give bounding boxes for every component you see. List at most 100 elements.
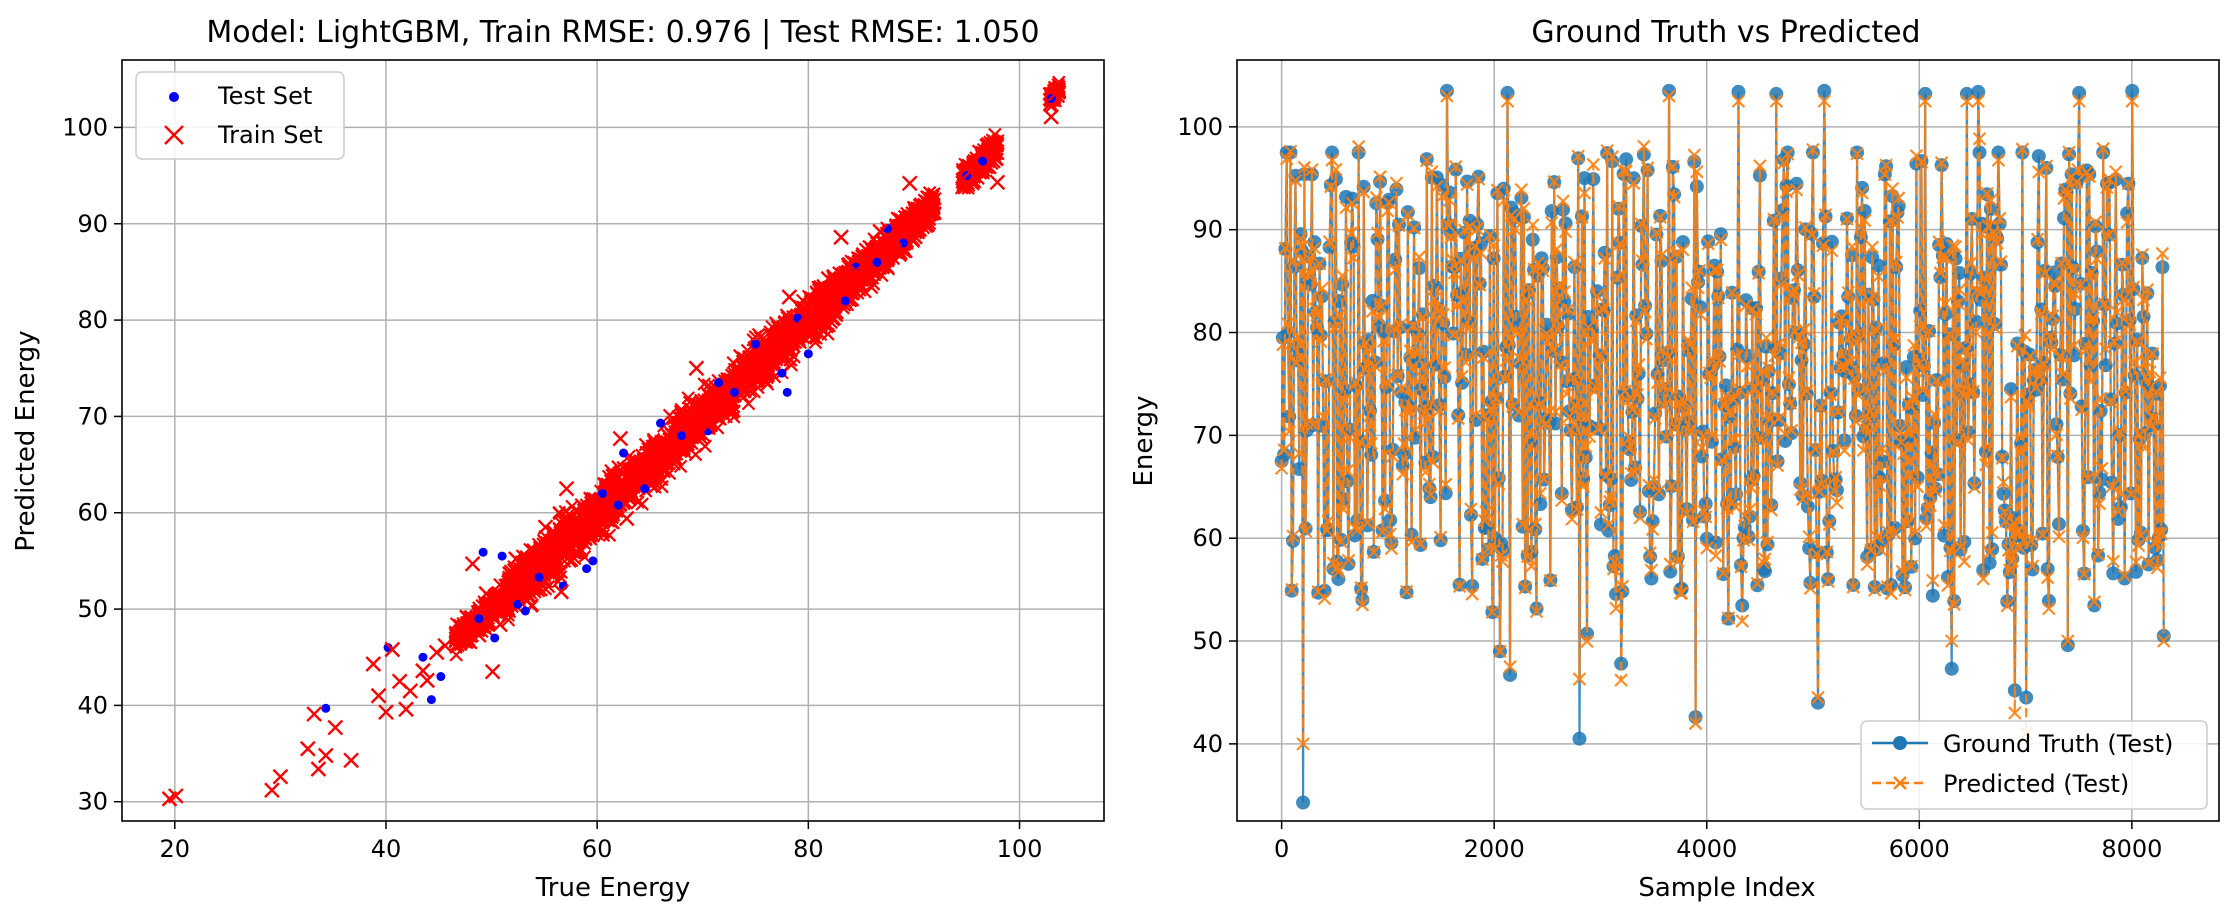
y-tick-label: 70	[1192, 421, 1223, 449]
test-set-point	[840, 296, 850, 306]
y-tick-label: 60	[77, 499, 108, 527]
train-set-point	[453, 618, 469, 635]
train-set-point	[343, 752, 359, 769]
train-set-point	[702, 403, 716, 418]
train-set-point	[540, 557, 555, 572]
train-set-point	[688, 396, 703, 411]
train-set-point	[415, 662, 431, 679]
test-set-point	[777, 368, 787, 378]
train-set-point	[988, 142, 1002, 156]
train-set-point	[365, 656, 382, 672]
train-set-point	[532, 546, 547, 561]
x-tick-label: 0	[1274, 835, 1289, 863]
test-set-point	[898, 238, 908, 248]
train-set-point	[732, 348, 749, 365]
train-set-point	[909, 230, 923, 245]
ground-truth-point	[1769, 86, 1784, 101]
train-set-point	[871, 265, 886, 279]
y-tick-label: 90	[77, 210, 108, 238]
test-set-point	[751, 339, 761, 349]
y-tick-label: 50	[77, 595, 108, 623]
grid	[122, 60, 1104, 821]
test-set-point	[803, 349, 813, 359]
ground-truth-point	[1663, 564, 1678, 579]
train-set-point	[833, 229, 849, 246]
chart-title: Ground Truth vs Predicted	[1531, 15, 1920, 50]
train-set-point	[502, 604, 517, 619]
train-set-point	[912, 214, 929, 231]
y-tick-label: 100	[1177, 113, 1223, 141]
train-set-point	[664, 437, 679, 451]
ground-truth-point	[1325, 145, 1340, 160]
y-tick-label: 80	[77, 306, 108, 334]
y-tick-label: 80	[1192, 319, 1223, 347]
legend-marker-ground-truth	[1893, 736, 1907, 750]
train-set-point	[855, 246, 870, 261]
train-set-point	[869, 235, 884, 250]
train-set-point	[310, 761, 327, 777]
legend: Ground Truth (Test) Predicted (Test)	[1860, 720, 2208, 810]
train-set-point	[820, 270, 837, 287]
ground-truth-point	[1277, 447, 1292, 462]
train-set-point	[449, 648, 464, 662]
train-set-point	[398, 701, 414, 718]
test-set-point	[613, 500, 623, 510]
train-set-point	[700, 418, 716, 434]
test-set-point	[321, 703, 331, 713]
legend-label-train: Train Set	[217, 121, 323, 149]
line-chart: Ground Truth vs Predicted 0 2000 4000 6000 8…	[1129, 15, 2220, 903]
x-tick-label: 100	[997, 835, 1043, 863]
train-set-point	[772, 342, 787, 357]
train-set-point	[817, 310, 831, 324]
ground-truth-point	[1427, 278, 1442, 293]
train-set-point	[872, 223, 888, 240]
train-set-point	[548, 542, 563, 556]
ground-truth-point	[1918, 86, 1933, 101]
train-set-point	[437, 637, 453, 654]
train-set-point	[464, 555, 481, 572]
train-set-point	[471, 627, 487, 643]
train-set-point	[573, 518, 588, 533]
train-set-point	[919, 219, 934, 234]
train-set-point	[264, 782, 280, 799]
x-tick-label: 4000	[1676, 835, 1737, 863]
y-tick-label: 50	[1192, 627, 1223, 655]
y-tick-label: 70	[77, 402, 108, 430]
train-set-point	[727, 404, 741, 418]
train-set-point	[668, 419, 682, 434]
y-axis-label: Predicted Energy	[11, 330, 41, 551]
train-set-point	[327, 719, 344, 736]
axis-ticks: 20 40 60 80 100 30 40 50 60 70 80 90 100	[62, 113, 1042, 863]
train-set-point	[795, 293, 810, 308]
train-set-point	[989, 174, 1006, 191]
train-set-point	[602, 528, 617, 542]
test-set-point	[978, 156, 988, 166]
test-set-point	[478, 547, 488, 557]
train-set-point	[741, 396, 756, 411]
scatter-chart: Model: LightGBM, Train RMSE: 0.976 | Tes…	[11, 15, 1105, 903]
legend-box	[135, 71, 345, 160]
train-set-point	[563, 554, 577, 568]
test-set-point	[714, 378, 724, 388]
test-set-point	[872, 257, 882, 267]
train-set-point	[899, 226, 913, 240]
x-tick-label: 80	[793, 835, 824, 863]
train-set-point	[748, 371, 765, 387]
ground-truth-point	[1296, 795, 1311, 810]
train-set-point	[1043, 108, 1060, 125]
train-set-point	[781, 289, 798, 305]
train-set-point	[509, 583, 524, 597]
train-set-point	[484, 663, 501, 680]
train-set-point	[975, 145, 989, 160]
plot-frame	[121, 59, 1105, 822]
legend: Test Set Train Set	[135, 71, 345, 160]
test-set-point	[729, 387, 739, 397]
train-set-point	[532, 580, 548, 597]
train-set-point	[673, 404, 690, 421]
train-set-point	[776, 328, 791, 343]
train-set-point	[901, 175, 918, 192]
train-set-point	[537, 519, 554, 536]
train-set-point	[737, 384, 752, 399]
train-set-point	[508, 551, 524, 567]
train-set-point	[419, 672, 436, 689]
